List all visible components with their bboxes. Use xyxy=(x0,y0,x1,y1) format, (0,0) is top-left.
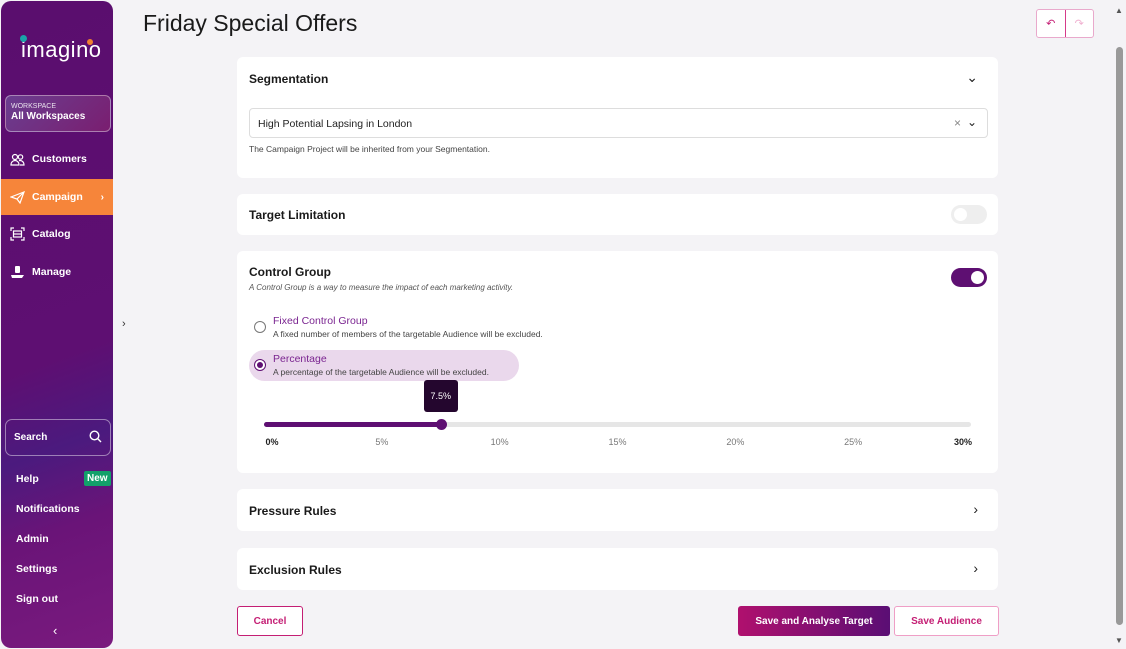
segmentation-hint: The Campaign Project will be inherited f… xyxy=(249,144,490,154)
sidebar-link-notifications[interactable]: Notifications xyxy=(16,503,80,515)
new-badge: New xyxy=(84,471,111,486)
control-group-title: Control Group xyxy=(249,265,331,279)
paper-plane-icon xyxy=(9,189,25,205)
sidebar-link-help[interactable]: Help xyxy=(16,473,39,485)
sidebar-item-catalog[interactable]: Catalog xyxy=(1,216,113,252)
option-title: Percentage xyxy=(273,353,327,365)
target-limitation-title: Target Limitation xyxy=(249,208,346,222)
segmentation-title: Segmentation xyxy=(249,72,329,86)
save-and-analyse-button[interactable]: Save and Analyse Target xyxy=(738,606,890,636)
chevron-right-icon: › xyxy=(100,191,104,203)
segmentation-value: High Potential Lapsing in London xyxy=(258,118,413,130)
segmentation-card: Segmentation ⌄ High Potential Lapsing in… xyxy=(237,57,998,178)
sidebar-item-label: Customers xyxy=(32,153,87,165)
collapse-sidebar-icon[interactable]: ‹ xyxy=(53,623,58,638)
sidebar-search[interactable]: Search xyxy=(5,419,111,456)
slider-tick-label: 10% xyxy=(490,437,509,447)
scroll-down-icon[interactable]: ▼ xyxy=(1115,636,1123,645)
undo-redo-group: ↶ ↷ xyxy=(1036,9,1094,38)
sidebar-item-customers[interactable]: Customers xyxy=(1,141,113,177)
sidebar-link-sign-out[interactable]: Sign out xyxy=(16,593,58,605)
workspace-selector[interactable]: WORKSPACE All Workspaces xyxy=(5,95,111,132)
page-title: Friday Special Offers xyxy=(143,10,358,36)
redo-button[interactable]: ↷ xyxy=(1066,10,1094,37)
slider-tooltip: 7.5% xyxy=(423,380,458,412)
slider-tick-label: 30% xyxy=(953,437,973,447)
scrollbar-thumb[interactable] xyxy=(1116,47,1123,625)
control-group-toggle[interactable] xyxy=(951,268,987,287)
radio-percentage[interactable] xyxy=(254,359,266,371)
redo-icon: ↷ xyxy=(1074,18,1084,30)
sidebar-item-label: Campaign xyxy=(32,191,83,203)
radio-fixed[interactable] xyxy=(254,321,266,333)
sidebar-item-campaign[interactable]: Campaign › xyxy=(1,179,113,215)
chevron-down-icon[interactable]: ⌄ xyxy=(966,69,978,85)
segmentation-select[interactable]: High Potential Lapsing in London × ⌄ xyxy=(249,108,988,138)
slider-tick-label: 25% xyxy=(844,437,863,447)
percentage-slider[interactable]: 7.5% xyxy=(264,380,971,430)
exclusion-rules-card[interactable]: Exclusion Rules › xyxy=(237,548,998,590)
sidebar-item-label: Manage xyxy=(32,266,72,278)
workspace-label: WORKSPACE xyxy=(11,103,56,110)
option-subtitle: A fixed number of members of the targeta… xyxy=(273,329,543,339)
search-label: Search xyxy=(14,432,48,443)
expand-chevron-icon[interactable]: › xyxy=(122,318,126,330)
manage-icon xyxy=(9,264,25,280)
slider-fill xyxy=(264,422,441,427)
undo-icon: ↶ xyxy=(1046,18,1056,30)
option-percentage[interactable]: Percentage A percentage of the targetabl… xyxy=(249,350,519,381)
target-limitation-card: Target Limitation xyxy=(237,194,998,235)
slider-tick-label: 20% xyxy=(726,437,745,447)
slider-tick-label: 5% xyxy=(375,437,389,447)
option-subtitle: A percentage of the targetable Audience … xyxy=(273,367,489,377)
pressure-rules-title: Pressure Rules xyxy=(249,504,337,518)
clear-icon[interactable]: × xyxy=(953,116,961,130)
sidebar-item-manage[interactable]: Manage xyxy=(1,254,113,290)
save-audience-button[interactable]: Save Audience xyxy=(894,606,999,636)
cancel-button[interactable]: Cancel xyxy=(237,606,303,636)
option-title: Fixed Control Group xyxy=(273,315,368,327)
target-limitation-toggle[interactable] xyxy=(951,205,987,224)
users-icon xyxy=(9,151,25,167)
sidebar-link-admin[interactable]: Admin xyxy=(16,533,49,545)
chevron-down-icon[interactable]: ⌄ xyxy=(966,115,977,129)
chevron-right-icon[interactable]: › xyxy=(973,501,978,517)
exclusion-rules-title: Exclusion Rules xyxy=(249,563,342,577)
sidebar: imagino WORKSPACE All Workspaces Custome… xyxy=(1,1,113,648)
logo[interactable]: imagino xyxy=(20,35,102,63)
scrollbar[interactable]: ▲ ▼ xyxy=(1113,0,1126,649)
slider-tick-label: 0% xyxy=(265,437,279,447)
search-icon xyxy=(89,429,102,446)
sidebar-item-label: Catalog xyxy=(32,228,71,240)
workspace-value: All Workspaces xyxy=(11,111,86,122)
undo-button[interactable]: ↶ xyxy=(1037,10,1066,37)
slider-thumb[interactable] xyxy=(435,419,447,430)
control-group-card: Control Group A Control Group is a way t… xyxy=(237,251,998,473)
option-fixed-control-group[interactable]: Fixed Control Group A fixed number of me… xyxy=(249,312,553,343)
slider-tick-label: 15% xyxy=(608,437,627,447)
pressure-rules-card[interactable]: Pressure Rules › xyxy=(237,489,998,531)
catalog-icon xyxy=(9,226,25,242)
control-group-description: A Control Group is a way to measure the … xyxy=(249,283,514,292)
chevron-right-icon[interactable]: › xyxy=(973,560,978,576)
scroll-up-icon[interactable]: ▲ xyxy=(1115,6,1123,15)
sidebar-link-settings[interactable]: Settings xyxy=(16,563,58,575)
